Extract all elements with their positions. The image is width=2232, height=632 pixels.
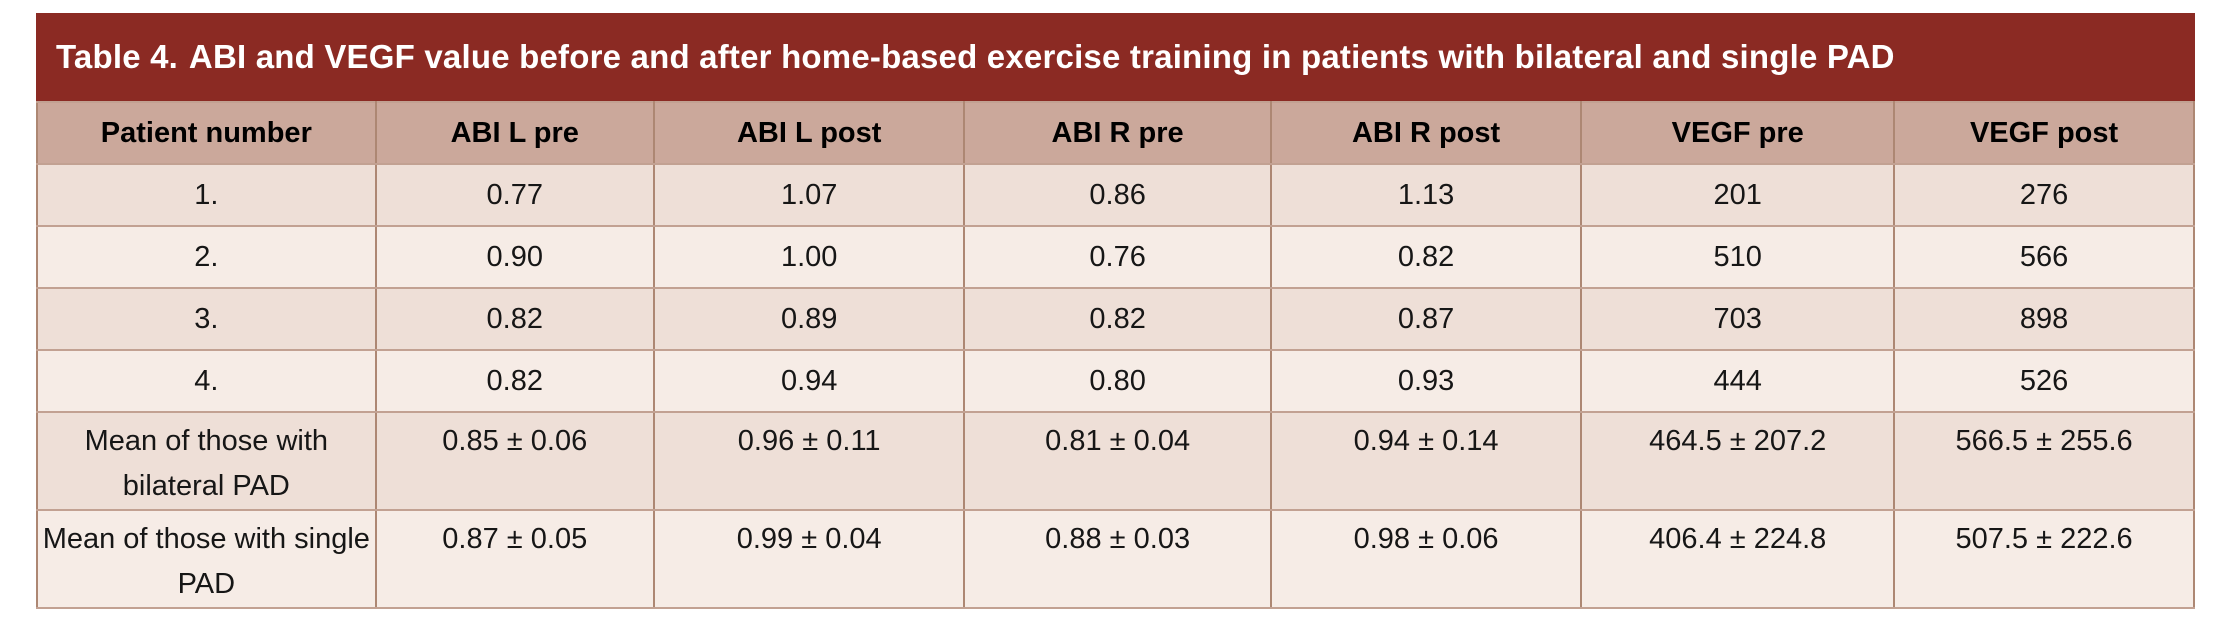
data-cell: 0.76 — [963, 225, 1272, 289]
data-cell: 526 — [1893, 349, 2195, 413]
header-row: Patient number ABI L pre ABI L post ABI … — [36, 101, 2195, 165]
data-cell: 0.88 ± 0.03 — [963, 509, 1272, 609]
table-number-label: Table 4. — [56, 38, 179, 75]
column-header-abi-l-pre: ABI L pre — [374, 101, 655, 165]
data-cell: 1.13 — [1269, 163, 1583, 227]
data-cell: 201 — [1580, 163, 1896, 227]
row-label-cell: 2. — [36, 225, 377, 289]
table-row-patient-4: 4. 0.82 0.94 0.80 0.93 444 526 — [36, 349, 2195, 413]
row-label-cell: Mean of those with single PAD — [36, 509, 377, 609]
row-label-cell: 4. — [36, 349, 377, 413]
data-cell: 444 — [1580, 349, 1896, 413]
table-row-patient-1: 1. 0.77 1.07 0.86 1.13 201 276 — [36, 163, 2195, 227]
column-header-abi-l-post: ABI L post — [652, 101, 966, 165]
data-cell: 0.85 ± 0.06 — [374, 411, 655, 511]
data-cell: 507.5 ± 222.6 — [1893, 509, 2195, 609]
data-cell: 0.82 — [374, 287, 655, 351]
data-cell: 0.81 ± 0.04 — [963, 411, 1272, 511]
row-label-cell: 1. — [36, 163, 377, 227]
data-cell: 0.82 — [1269, 225, 1583, 289]
data-cell: 406.4 ± 224.8 — [1580, 509, 1896, 609]
column-header-vegf-post: VEGF post — [1893, 101, 2195, 165]
column-header-vegf-pre: VEGF pre — [1580, 101, 1896, 165]
data-cell: 464.5 ± 207.2 — [1580, 411, 1896, 511]
data-cell: 0.86 — [963, 163, 1272, 227]
table-title-bar: Table 4. ABI and VEGF value before and a… — [36, 13, 2195, 101]
table-row-mean-bilateral: Mean of those with bilateral PAD 0.85 ± … — [36, 411, 2195, 511]
data-table: Patient number ABI L pre ABI L post ABI … — [36, 101, 2195, 609]
data-cell: 0.82 — [963, 287, 1272, 351]
table-row-patient-2: 2. 0.90 1.00 0.76 0.82 510 566 — [36, 225, 2195, 289]
data-cell: 0.93 — [1269, 349, 1583, 413]
data-cell: 703 — [1580, 287, 1896, 351]
column-header-patient-number: Patient number — [36, 101, 377, 165]
data-cell: 566.5 ± 255.6 — [1893, 411, 2195, 511]
data-cell: 0.87 — [1269, 287, 1583, 351]
data-cell: 898 — [1893, 287, 2195, 351]
table-title-text: ABI and VEGF value before and after home… — [188, 38, 1895, 75]
data-cell: 276 — [1893, 163, 2195, 227]
table-row-patient-3: 3. 0.82 0.89 0.82 0.87 703 898 — [36, 287, 2195, 351]
column-header-abi-r-post: ABI R post — [1269, 101, 1583, 165]
row-label-cell: 3. — [36, 287, 377, 351]
data-cell: 0.99 ± 0.04 — [652, 509, 966, 609]
data-cell: 1.00 — [652, 225, 966, 289]
data-cell: 0.94 ± 0.14 — [1269, 411, 1583, 511]
data-cell: 1.07 — [652, 163, 966, 227]
data-cell: 0.77 — [374, 163, 655, 227]
column-header-abi-r-pre: ABI R pre — [963, 101, 1272, 165]
data-cell: 0.90 — [374, 225, 655, 289]
data-cell: 0.94 — [652, 349, 966, 413]
data-cell: 0.80 — [963, 349, 1272, 413]
table-row-mean-single: Mean of those with single PAD 0.87 ± 0.0… — [36, 509, 2195, 609]
row-label-cell: Mean of those with bilateral PAD — [36, 411, 377, 511]
data-cell: 0.87 ± 0.05 — [374, 509, 655, 609]
table-container: Table 4. ABI and VEGF value before and a… — [36, 13, 2195, 609]
data-cell: 0.96 ± 0.11 — [652, 411, 966, 511]
data-cell: 0.89 — [652, 287, 966, 351]
data-cell: 566 — [1893, 225, 2195, 289]
data-cell: 510 — [1580, 225, 1896, 289]
data-cell: 0.82 — [374, 349, 655, 413]
data-cell: 0.98 ± 0.06 — [1269, 509, 1583, 609]
